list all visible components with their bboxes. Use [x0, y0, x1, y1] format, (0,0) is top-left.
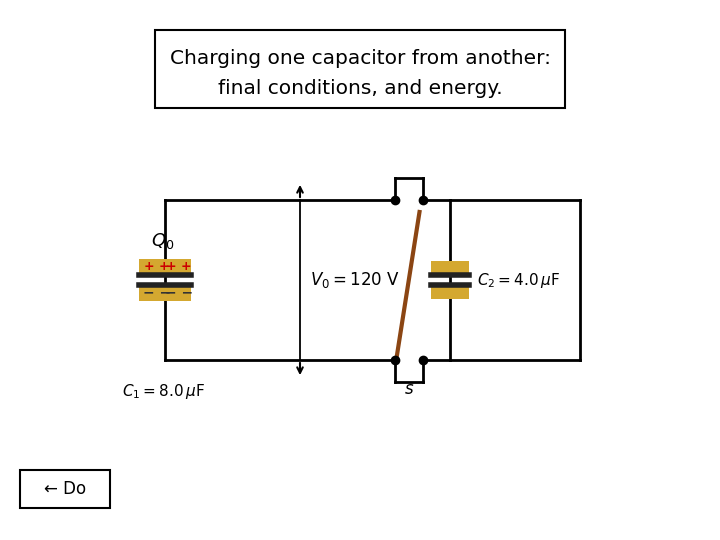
Text: Charging one capacitor from another:: Charging one capacitor from another: [169, 49, 551, 68]
Text: − −: − − [165, 286, 193, 300]
Text: + +: + + [166, 260, 192, 273]
Bar [431, 285, 469, 299]
Text: − −: − − [143, 286, 171, 300]
Text: $C_1 = 8.0\,\mu$F: $C_1 = 8.0\,\mu$F [122, 382, 204, 401]
Text: $Q_0$: $Q_0$ [151, 231, 175, 251]
Bar [155, 30, 565, 108]
Text: + +: + + [144, 260, 170, 273]
Bar [431, 261, 469, 275]
Bar [20, 470, 110, 508]
Text: $s$: $s$ [404, 380, 414, 398]
Bar [139, 285, 191, 301]
Bar [139, 259, 191, 275]
Text: $C_2 = 4.0\,\mu$F: $C_2 = 4.0\,\mu$F [477, 271, 560, 289]
Text: $V_0 = 120$ V: $V_0 = 120$ V [310, 270, 400, 290]
Text: final conditions, and energy.: final conditions, and energy. [217, 78, 503, 98]
Text: ← Do: ← Do [44, 480, 86, 498]
